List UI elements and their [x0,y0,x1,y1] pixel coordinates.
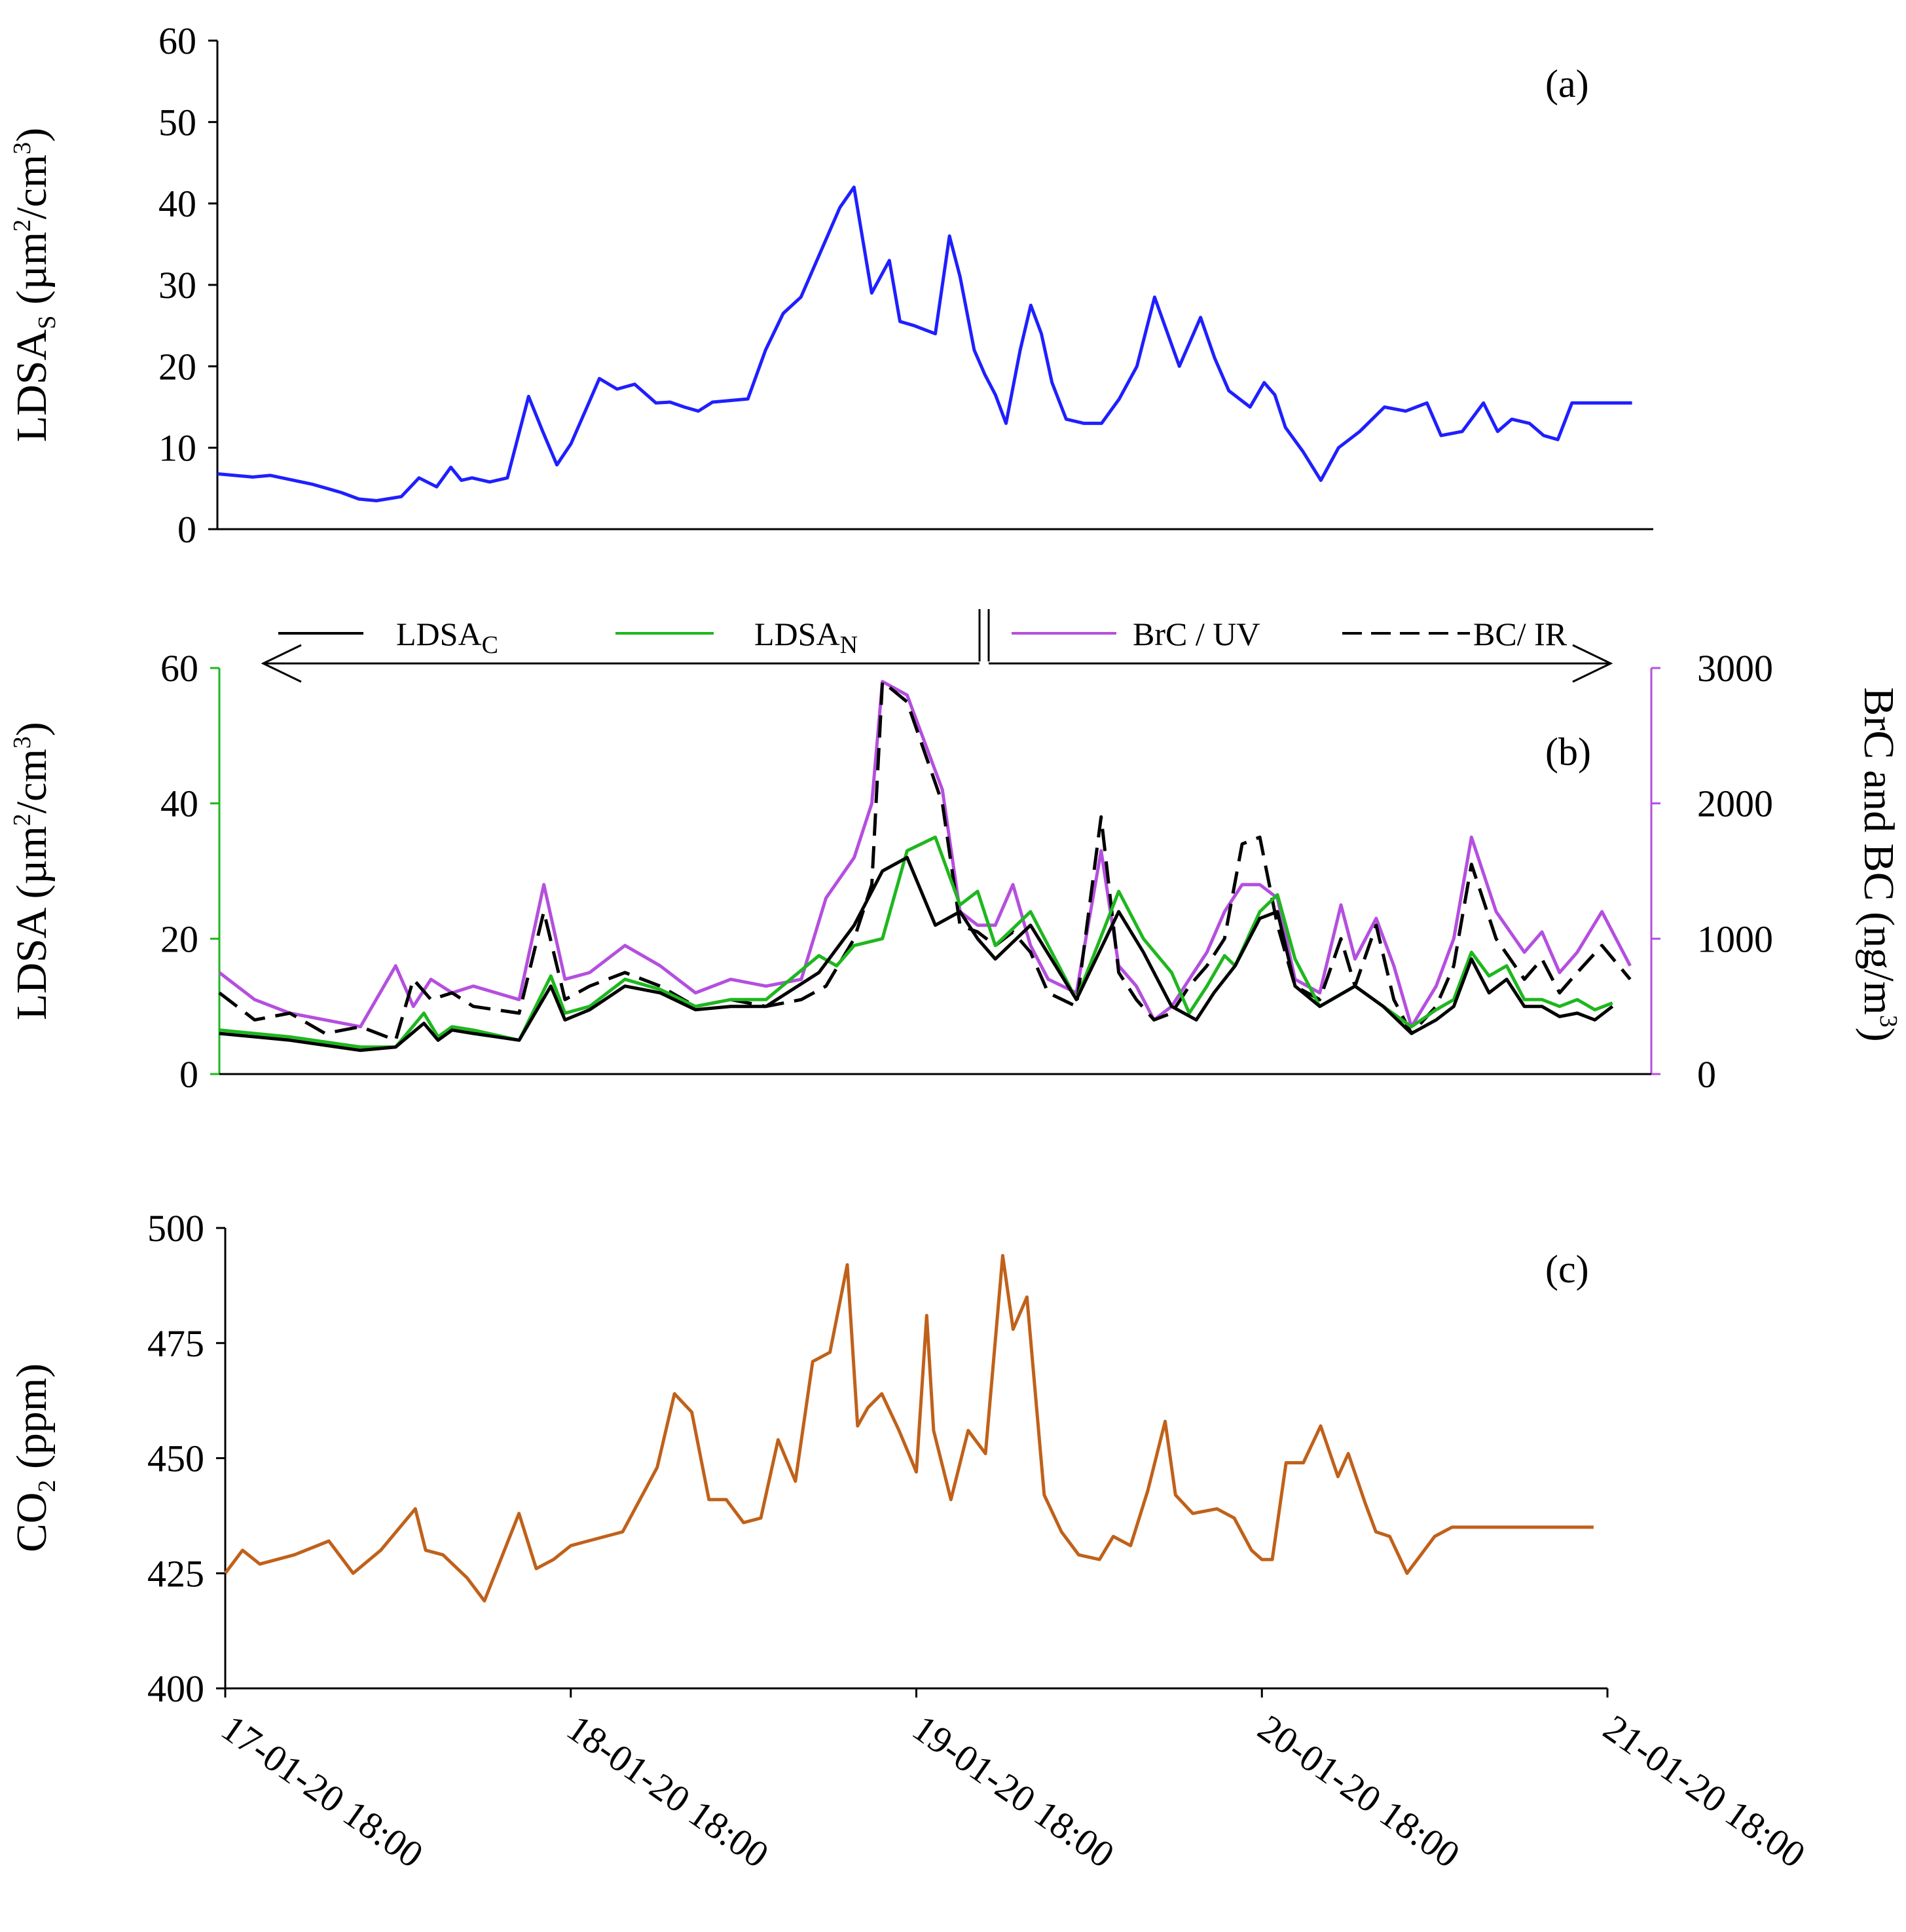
y-tick-label: 475 [147,1322,204,1365]
panel-b-y-title-main: LDSA [8,907,56,1020]
panel-b-y-title-sup2: 3 [9,736,36,749]
panel-a: 0 10 20 30 40 50 60 (a) LDSAS (µm2/cm3) [8,20,1653,551]
legend-right-arrow-head [1572,644,1613,683]
panel-a-y-title-sup1: 2 [9,219,36,232]
y2-tick-label: 2000 [1697,783,1773,825]
y2-tick-label: 0 [1697,1053,1716,1096]
legend-brc-label: BrC / UV [1133,616,1260,652]
y-tick-label: 30 [158,264,196,307]
panel-a-y-title-sup2: 3 [9,142,36,155]
panel-c-y-axis-title: CO2 (ppm) [8,1364,61,1552]
co2-line [224,1254,1594,1603]
legend-bc-label: BC/ IR [1473,616,1567,652]
panel-a-y-title-mid: /cm [8,155,56,219]
panel-b-y2-title-post: ) [1855,1028,1903,1042]
ldsa-s-line [217,185,1632,502]
y-tick-label: 425 [147,1552,204,1595]
y-tick-label: 60 [160,647,198,690]
panel-b-y-title-pre: (µm [8,826,56,910]
panel-b-y2-ticks: 0 1000 2000 3000 [1651,647,1773,1096]
y-tick-label: 400 [147,1667,204,1710]
x-tick-label: 21-01-20 18:00 [1596,1706,1814,1876]
panel-b-y-ticks: 0 20 40 60 [160,647,219,1096]
x-tick-label: 17-01-20 18:00 [214,1706,431,1876]
panel-b-legend: LDSAC LDSAN BrC / UV BC/ IR [261,609,1613,683]
panel-c: 400 425 450 475 500 17-01-20 18:00 18-01-20 1… [8,1207,1813,1876]
bc-ir-line [218,680,1632,1042]
y-tick-label: 40 [158,183,196,225]
panel-a-y-title-sub: S [33,316,61,329]
panel-b-y2-title-main: BrC and BC (ng/m [1855,687,1903,1015]
x-tick-label: 19-01-20 18:00 [905,1706,1122,1876]
y2-tick-label: 3000 [1697,647,1773,690]
panel-b-label: (b) [1545,730,1591,773]
legend-ldsa-n-label: LDSAN [754,616,858,659]
panel-a-y-ticks: 0 10 20 30 40 50 60 [158,20,217,551]
panel-b-y-title-mid: /cm [8,749,56,813]
panel-a-y-title-pre: (µm [8,232,56,316]
brc-uv-line [218,680,1632,1029]
legend-ldsa-c-label: LDSAC [396,616,498,659]
panel-c-label: (c) [1545,1248,1589,1291]
panel-c-x-ticks: 17-01-20 18:00 18-01-20 18:00 19-01-20 18:… [214,1688,1814,1876]
panel-b-y-title-sup1: 2 [9,813,36,826]
panel-c-y-title-post: (ppm) [8,1364,56,1480]
panel-b-y2-axis-title: BrC and BC (ng/m3) [1855,687,1903,1042]
x-tick-label: 18-01-20 18:00 [559,1706,777,1876]
y-tick-label: 450 [147,1438,204,1480]
y-tick-label: 0 [179,1053,198,1096]
ldsa-c-line [219,855,1614,1052]
panel-c-y-ticks: 400 425 450 475 500 [147,1207,225,1710]
panel-c-y-title-main: CO [8,1493,56,1553]
panel-a-y-title-main: LDSA [8,329,56,442]
panel-b-y2-title-sup: 3 [1875,1015,1902,1028]
panel-a-label: (a) [1545,62,1589,105]
y-tick-label: 60 [158,20,196,62]
y-tick-label: 40 [160,783,198,825]
y-tick-label: 0 [177,508,196,551]
y-tick-label: 10 [158,427,196,470]
y-tick-label: 20 [158,345,196,388]
panel-b-y-title-post: ) [8,722,56,736]
y-tick-label: 500 [147,1207,204,1250]
x-tick-label: 20-01-20 18:00 [1251,1706,1468,1876]
ldsa-n-line [219,835,1613,1049]
y-tick-label: 20 [160,918,198,960]
legend-left-arrow-head [261,644,302,683]
y2-tick-label: 1000 [1697,918,1773,960]
y-tick-label: 50 [158,101,196,143]
panel-c-y-title-sub: 2 [33,1480,61,1493]
panel-a-y-axis-title: LDSAS (µm2/cm3) [8,128,61,442]
panel-a-y-title-post: ) [8,128,56,142]
panel-b-y-axis-title: LDSA (µm2/cm3) [8,722,56,1020]
